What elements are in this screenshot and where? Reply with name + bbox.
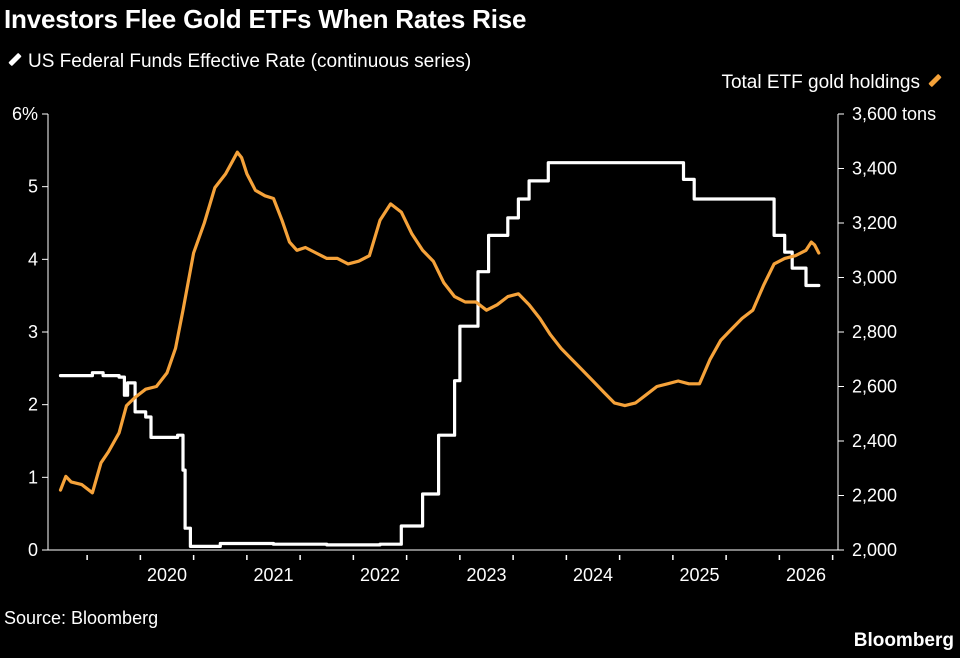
x-tick-label: 2025 [679,565,719,585]
x-tick-label: 2021 [253,565,293,585]
series-line-etf-gold-holdings [58,150,821,495]
right-tick-label: 3,200 [852,213,897,233]
left-tick-label: 6% [12,104,38,124]
left-tick-label: 0 [28,540,38,560]
x-tick-label: 2026 [786,565,826,585]
right-tick-label: 2,200 [852,486,897,506]
left-tick-label: 4 [28,249,38,269]
right-tick-label: 2,600 [852,377,897,397]
x-tick-label: 2024 [573,565,613,585]
right-tick-label: 3,000 [852,268,897,288]
left-tick-label: 5 [28,177,38,197]
source-note: Source: Bloomberg [4,608,159,628]
right-tick-label: 2,800 [852,322,897,342]
x-tick-label: 2023 [466,565,506,585]
legend-rate: US Federal Funds Effective Rate (continu… [6,50,476,73]
legend-rate-label: US Federal Funds Effective Rate (continu… [28,51,472,72]
right-tick-label: 3,400 [852,159,897,179]
left-tick-label: 1 [28,467,38,487]
bloomberg-logo: Bloomberg [853,630,954,651]
right-tick-label: 2,400 [852,431,897,451]
right-tick-label: 3,600 tons [852,104,936,124]
left-tick-label: 2 [28,395,38,415]
x-tick-label: 2020 [147,565,187,585]
right-tick-label: 2,000 [852,540,897,560]
left-tick-label: 3 [28,322,38,342]
x-tick-label: 2022 [360,565,400,585]
legend-gold-label: Total ETF gold holdings [721,72,920,93]
chart-title: Investors Flee Gold ETFs When Rates Rise [4,4,527,34]
legend-gold: Total ETF gold holdings [721,72,942,94]
series-line-fed-funds-rate [58,161,821,548]
